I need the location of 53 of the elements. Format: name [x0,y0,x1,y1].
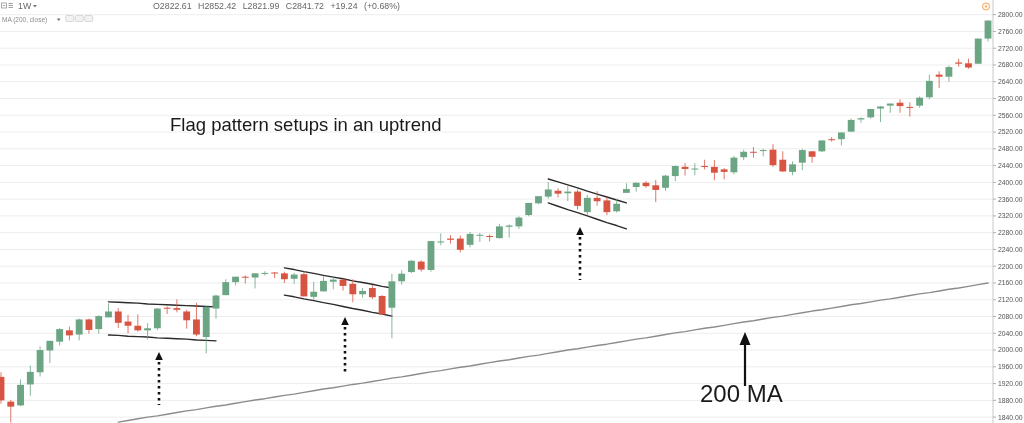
candlestick [603,196,611,216]
candlestick [945,65,953,83]
candlestick [241,275,249,284]
candlestick [925,74,933,100]
candlestick [828,136,836,143]
candlestick [26,365,34,397]
candlestick [349,278,357,303]
candlestick [798,148,806,171]
candlestick [183,309,191,330]
line-series [117,282,989,423]
candlestick [779,150,787,173]
candlestick [808,150,816,164]
candlestick [701,159,709,170]
candlestick [759,148,767,157]
candlestick [378,294,386,316]
candlestick [114,307,122,329]
candlestick [750,146,757,159]
candlestick [95,314,103,335]
candlestick [935,70,943,89]
candlestick [193,302,200,337]
candlestick [877,105,884,123]
candlestick [144,322,151,340]
candlestick [271,271,279,279]
candlestick [886,103,894,114]
candlestick [153,307,161,331]
annotation: 200 MA [700,380,783,407]
candlestick [652,179,660,203]
candlestick [17,379,24,407]
candlestick [710,159,718,181]
candlestick [36,345,44,377]
candlestick [310,281,318,301]
candlestick [906,101,914,117]
candlestick [554,187,562,198]
line-series [547,202,628,230]
candlestick [691,162,699,176]
candlestick [173,298,181,313]
chart-subtitle: O2822.61 H2852.42 L2821.99 C2841.72 +19.24 (+0.68%) [153,1,401,11]
candlestick [163,306,171,315]
candlestick [437,233,445,246]
candlestick [593,190,601,207]
candlestick [261,270,269,276]
candlestick [955,58,963,68]
candlestick [251,272,259,289]
candlestick [720,167,728,180]
line-series [547,178,628,204]
annotation: Flag pattern setups in an uptrend [170,114,442,135]
chart-title: 1W [18,1,32,11]
candlestick [486,233,494,242]
candlestick [329,275,337,290]
candlestick [583,194,591,216]
candlestick [476,232,484,243]
candlestick [7,399,15,423]
candlestick [574,189,581,211]
